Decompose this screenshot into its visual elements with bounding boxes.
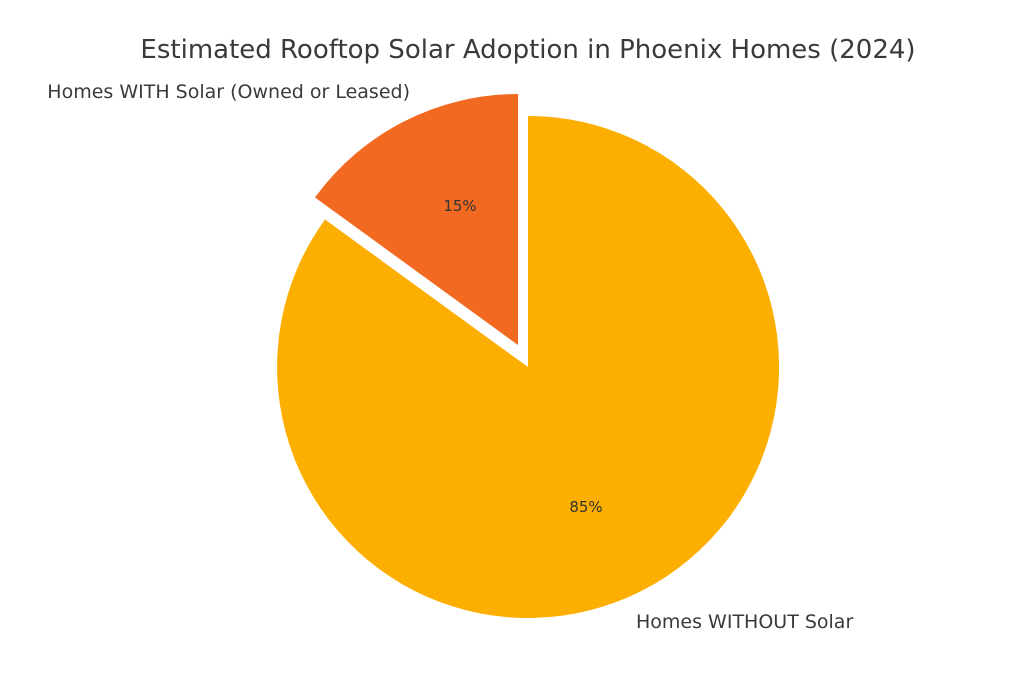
- chart-title: Estimated Rooftop Solar Adoption in Phoe…: [140, 35, 915, 65]
- slice-without-solar: [277, 116, 780, 618]
- pct-label-with-solar: 15%: [443, 197, 476, 215]
- slice-with-solar: [315, 94, 518, 345]
- pct-label-without-solar: 85%: [569, 498, 602, 516]
- label-without-solar: Homes WITHOUT Solar: [636, 611, 853, 633]
- label-with-solar: Homes WITH Solar (Owned or Leased): [47, 81, 410, 103]
